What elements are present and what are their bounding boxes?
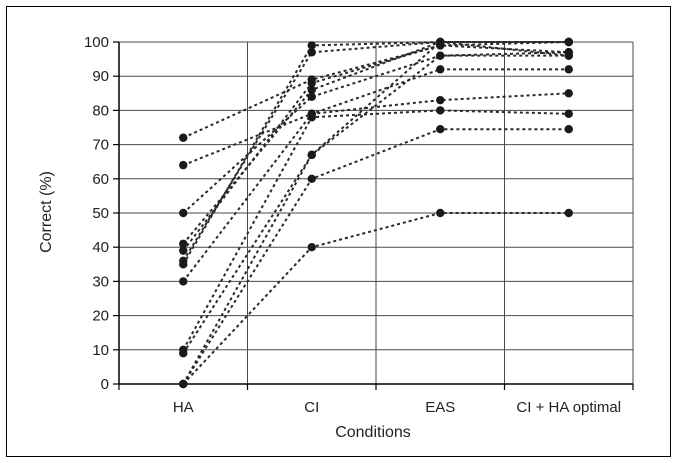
data-point — [564, 125, 573, 134]
series-line — [182, 212, 569, 385]
series-line — [182, 92, 569, 167]
y-tick-label: 80 — [92, 102, 109, 119]
data-point — [436, 37, 445, 47]
data-point — [436, 65, 445, 74]
data-point — [307, 41, 316, 50]
y-tick-labels: 0 10 20 30 40 50 60 70 80 90 100 — [84, 34, 109, 393]
data-point — [179, 239, 188, 248]
series-8 — [179, 65, 573, 286]
data-point — [436, 125, 445, 134]
data-point — [179, 246, 188, 255]
data-point — [564, 65, 573, 74]
y-axis-label: Correct (%) — [38, 171, 55, 253]
y-tick-label: 20 — [92, 308, 109, 325]
data-point — [179, 133, 188, 142]
axes — [113, 41, 634, 390]
y-tick-label: 70 — [92, 137, 109, 154]
data-point — [564, 109, 573, 119]
x-tick-label: EAS — [425, 399, 455, 416]
data-point — [307, 85, 316, 95]
x-tick-labels: HA CI EAS CI + HA optimal — [173, 399, 621, 416]
series-line — [182, 54, 569, 385]
y-tick-label: 0 — [101, 376, 109, 393]
x-axis-label: Conditions — [335, 424, 411, 441]
data-point — [307, 150, 316, 160]
data-point — [436, 95, 445, 105]
series-line — [182, 44, 569, 252]
chart-frame: 0 10 20 30 40 50 60 70 80 90 100 HA CI EAS CI + HA op… — [6, 6, 671, 457]
data-point — [436, 106, 445, 115]
series-line — [182, 109, 569, 351]
x-tick-label: CI — [304, 399, 319, 416]
data-point — [307, 78, 316, 88]
data-point — [179, 208, 188, 218]
y-tick-label: 50 — [92, 205, 109, 222]
series-13 — [179, 208, 573, 389]
line-chart: 0 10 20 30 40 50 60 70 80 90 100 HA CI EAS CI + HA op… — [38, 34, 634, 441]
data-point — [179, 160, 188, 170]
data-point — [307, 174, 316, 183]
x-tick-label: CI + HA optimal — [516, 399, 621, 416]
data-point — [179, 260, 188, 269]
data-point — [307, 243, 316, 252]
series-group — [179, 37, 573, 389]
data-point — [564, 208, 573, 218]
data-point — [564, 37, 573, 47]
data-point — [436, 208, 445, 218]
data-point — [436, 51, 445, 60]
x-tick-label: HA — [173, 399, 194, 416]
y-tick-label: 60 — [92, 171, 109, 188]
y-tick-label: 90 — [92, 68, 109, 85]
y-tick-label: 10 — [92, 342, 109, 359]
series-line — [182, 41, 569, 265]
data-point — [307, 92, 316, 101]
data-point — [179, 349, 188, 358]
data-point — [564, 51, 573, 60]
data-point — [307, 113, 316, 122]
data-point — [179, 379, 188, 389]
y-tick-label: 40 — [92, 239, 109, 256]
y-tick-label: 100 — [84, 34, 109, 51]
data-point — [564, 89, 573, 98]
data-point — [179, 277, 188, 286]
series-7 — [179, 37, 573, 269]
series-line — [182, 128, 569, 385]
y-tick-label: 30 — [92, 273, 109, 290]
series-line — [182, 41, 569, 139]
